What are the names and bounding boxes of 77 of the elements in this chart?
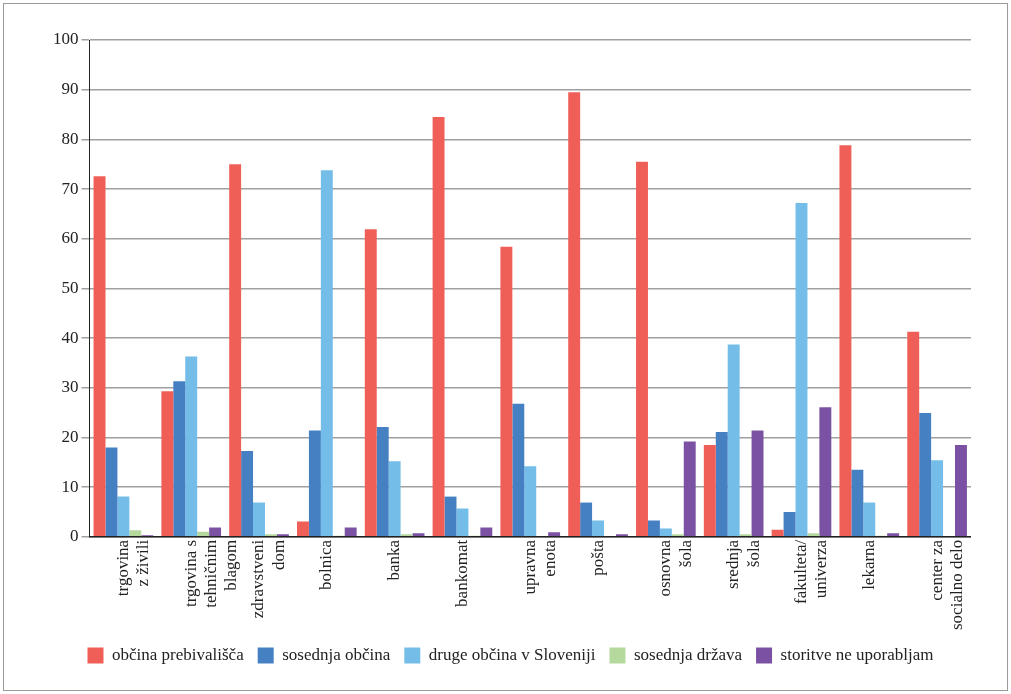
x-tick-label: bankomat: [451, 539, 471, 607]
bar: [919, 413, 932, 537]
y-tick-label: 70: [61, 178, 79, 198]
legend-label: druge občina v Sloveniji: [428, 644, 596, 664]
bar: [308, 430, 321, 537]
x-tick-label: trgovina z živili: [112, 539, 153, 597]
y-tick-label: 30: [61, 377, 79, 397]
x-tick-label: lekarna: [858, 539, 878, 590]
bar: [592, 520, 605, 537]
bar: [173, 381, 186, 537]
y-tick-label: 80: [61, 128, 79, 148]
bar: [887, 533, 900, 537]
bar: [636, 161, 648, 537]
x-tick-label: upravna enota: [519, 539, 560, 595]
bar: [456, 508, 469, 537]
y-tick-label: 50: [61, 277, 79, 297]
bar: [432, 117, 445, 537]
bar: [209, 527, 222, 537]
x-tick-label: srednja šola: [723, 539, 763, 589]
bar: [229, 164, 242, 537]
legend-label: sosednja občina: [282, 644, 391, 664]
bar: [320, 170, 333, 537]
bar: [105, 447, 118, 537]
legend-label: občina prebivališča: [111, 644, 245, 664]
y-tick-label: 10: [61, 476, 79, 496]
bar: [715, 432, 728, 537]
bar: [524, 466, 537, 537]
x-tick-label: bolnica: [316, 539, 336, 590]
bar: [129, 530, 142, 537]
bar: [253, 502, 265, 537]
bar: [907, 331, 920, 537]
bar: [344, 527, 357, 537]
y-tick-label: 20: [61, 426, 79, 446]
bar: [931, 460, 944, 537]
bar: [548, 532, 561, 537]
bar: [185, 356, 198, 537]
bar: [783, 511, 796, 537]
bar: [727, 344, 740, 537]
bar: [376, 427, 389, 537]
bar: [647, 520, 660, 537]
bar: [296, 521, 309, 537]
bar: [388, 461, 401, 537]
bar: [807, 533, 820, 537]
bar: [955, 444, 967, 537]
bar: [819, 407, 832, 537]
bar: [568, 92, 581, 537]
bar: [241, 450, 254, 537]
bar: [512, 403, 525, 537]
bar: [480, 527, 493, 537]
bar: [500, 246, 513, 537]
x-tick-label: pošta: [587, 539, 607, 576]
y-tick-label: 0: [70, 526, 79, 546]
bar: [771, 529, 784, 537]
bar: [161, 391, 174, 537]
y-tick-label: 100: [53, 29, 79, 49]
bar: [683, 441, 696, 537]
bar: [93, 176, 106, 537]
x-tick-label: banka: [384, 539, 404, 581]
y-tick-label: 40: [61, 327, 79, 347]
bar: [117, 496, 130, 537]
bar: [703, 444, 716, 537]
bar: [659, 528, 672, 537]
bar: [364, 229, 377, 537]
y-tick-label: 60: [61, 228, 79, 248]
y-tick-label: 90: [61, 79, 79, 99]
bar: [795, 202, 808, 537]
bar: [851, 469, 864, 537]
bar: [197, 531, 210, 537]
legend-label: storitve ne uporabljam: [780, 644, 934, 664]
bar: [580, 502, 593, 537]
bar: [444, 496, 457, 537]
bar: [863, 502, 876, 537]
x-tick-label: osnovna šola: [655, 539, 695, 597]
legend-label: sosednja država: [633, 644, 743, 664]
bar: [751, 430, 764, 537]
bar: [412, 533, 425, 537]
bar: [839, 145, 852, 537]
